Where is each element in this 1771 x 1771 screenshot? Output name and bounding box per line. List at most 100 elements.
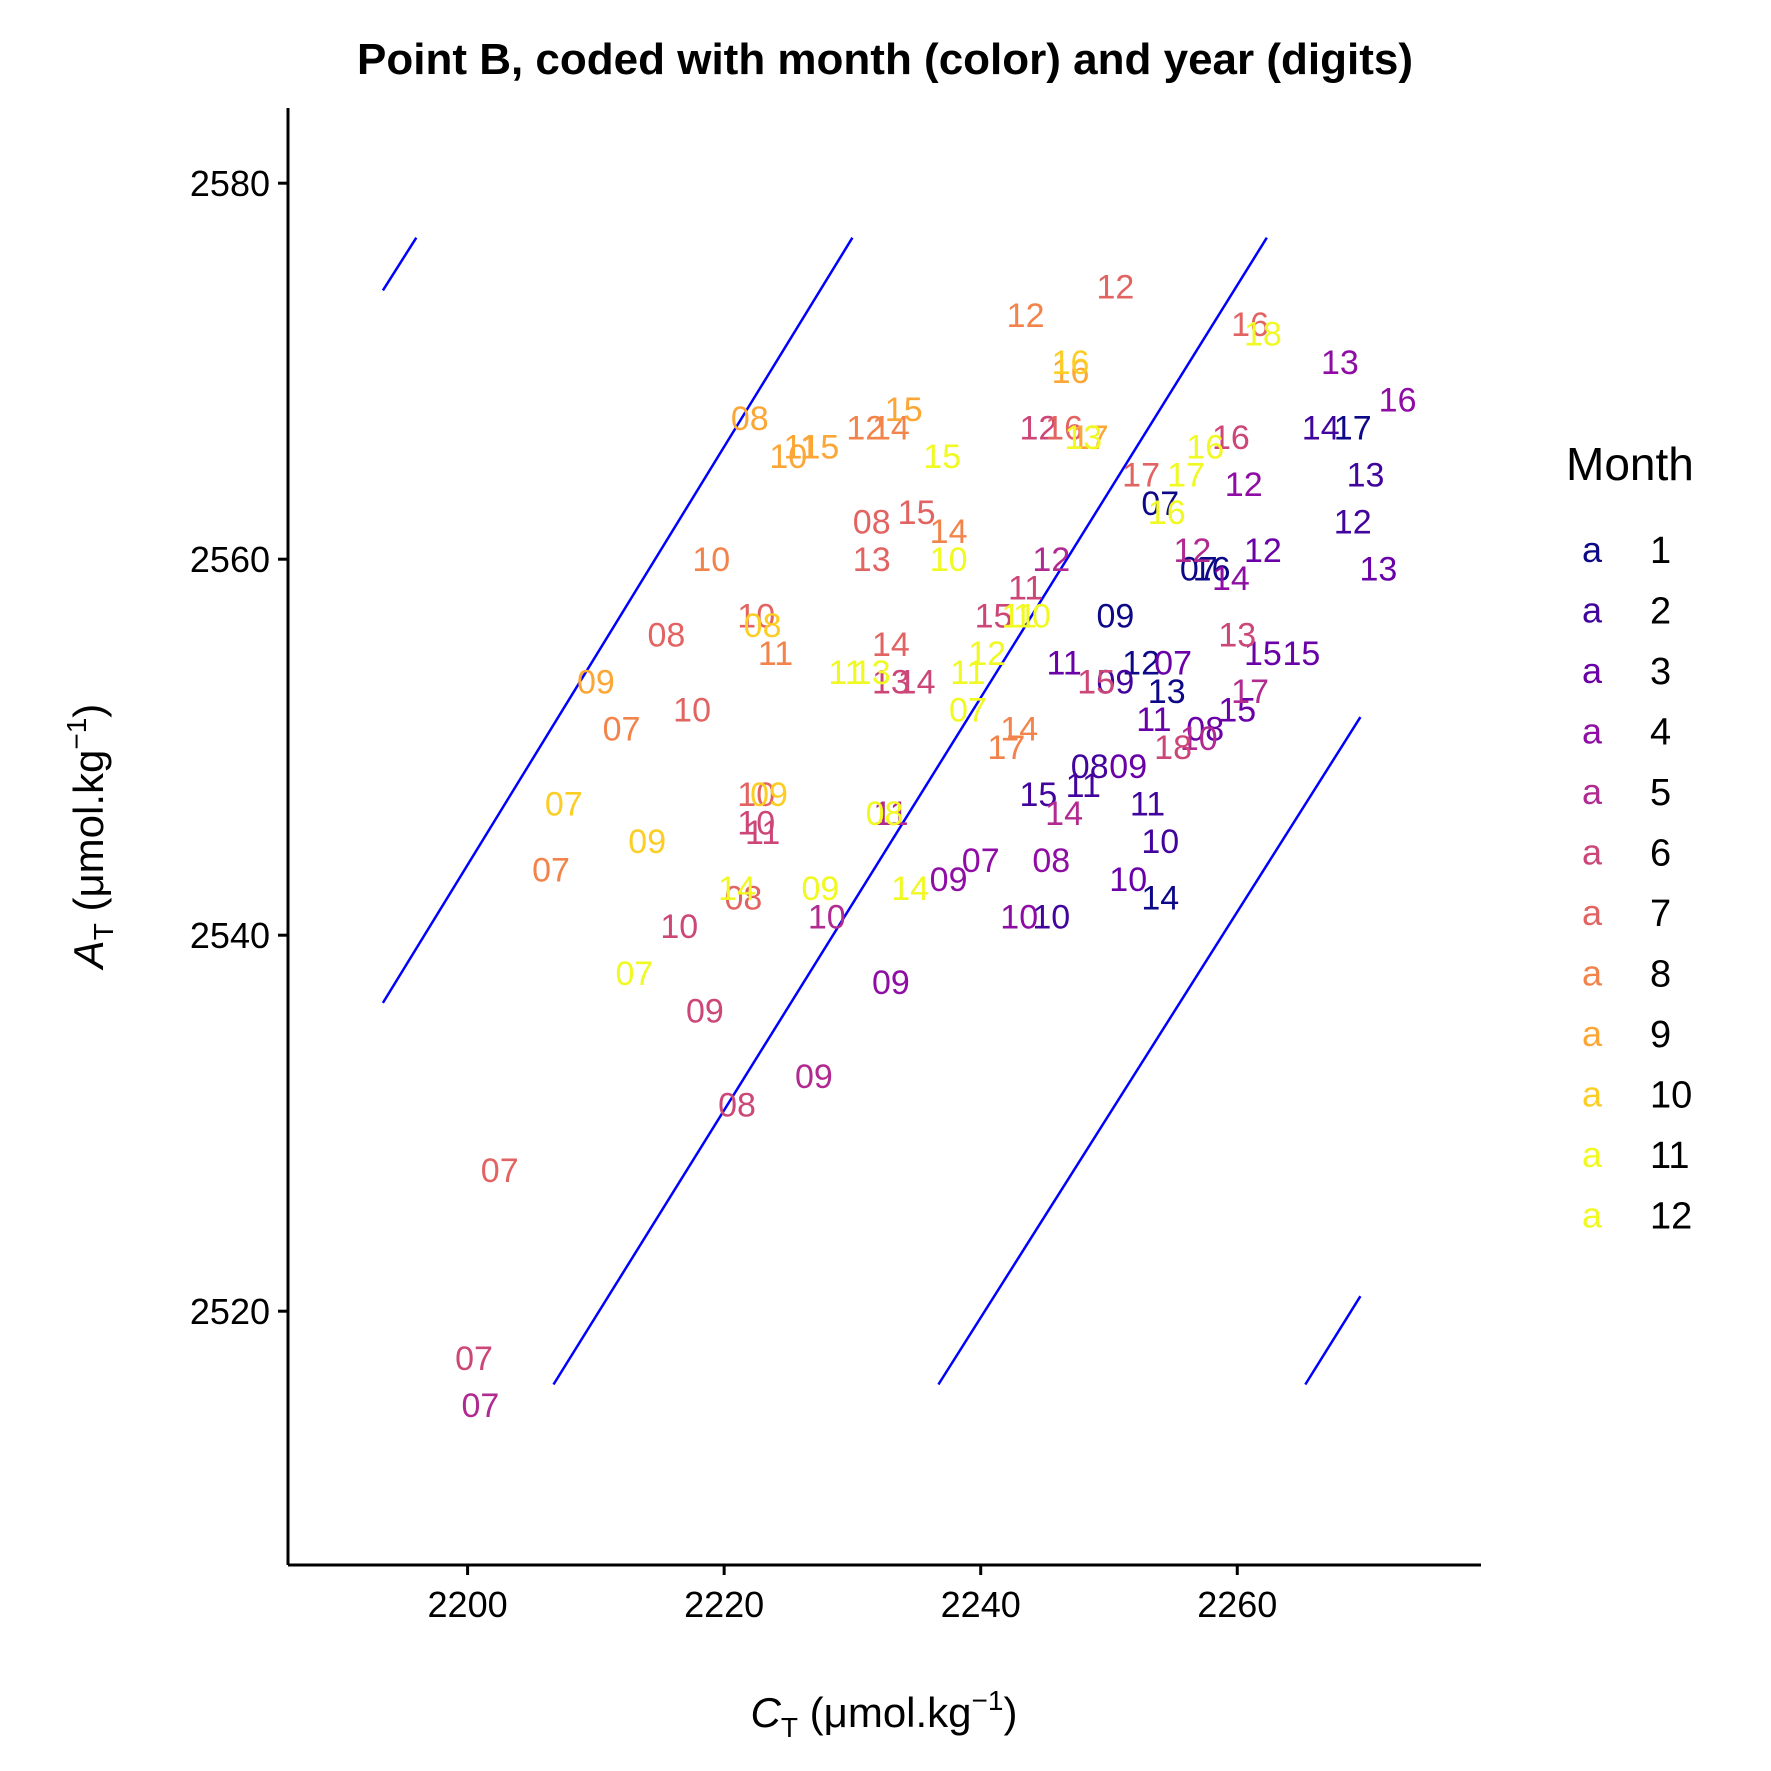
reference-line-2: [381, 237, 854, 1004]
data-point-label: 10: [660, 908, 698, 946]
data-point-label: 10: [737, 598, 775, 636]
data-point-label: 12: [1173, 532, 1211, 570]
data-point-label: 12: [1244, 532, 1282, 570]
legend-key-glyph: a: [1582, 1074, 1603, 1115]
data-point-label: 11: [1008, 569, 1043, 607]
data-point-label: 09: [577, 663, 615, 701]
legend-entry-label: 9: [1650, 1014, 1671, 1056]
y-tick-label: 2520: [190, 1291, 270, 1332]
y-axis-ticks: 2520 2540 2560 2580: [190, 163, 288, 1332]
data-point-label: 09: [930, 861, 968, 899]
reference-line-5: [1304, 1295, 1362, 1386]
data-point-label: 12: [1334, 504, 1372, 542]
data-point-label: 11: [783, 428, 818, 466]
data-point-label: 07: [1141, 485, 1179, 523]
legend-title: Month: [1566, 438, 1694, 490]
y-tick-label: 2560: [190, 539, 270, 580]
chart-title: Point B, coded with month (color) and ye…: [357, 35, 1413, 84]
data-point-label: 09: [1096, 663, 1134, 701]
legend-key-glyph: a: [1582, 953, 1603, 994]
data-point-label: 13: [1359, 551, 1397, 589]
data-point-label: 17: [1122, 457, 1160, 495]
legend-key-glyph: a: [1582, 711, 1603, 752]
data-point-label: 12: [968, 635, 1006, 673]
data-point-label: 12: [846, 410, 884, 448]
data-point-label: 15: [923, 438, 961, 476]
data-point-label: 13: [853, 541, 891, 579]
y-axis-title-symbol: A: [65, 940, 112, 971]
data-point-label: 16: [1148, 494, 1186, 532]
data-point-label: 10: [1141, 823, 1179, 861]
data-point-label: 07: [461, 1387, 499, 1425]
data-point-label: 11: [758, 635, 793, 673]
x-axis-title-unit-mu: μ: [824, 1689, 848, 1736]
data-point-label: 14: [898, 663, 936, 701]
data-point-label: 07: [615, 955, 653, 993]
y-axis-title-subscript: T: [88, 923, 119, 940]
data-point-label: 12: [1122, 645, 1160, 683]
data-point-label: 07: [603, 710, 641, 748]
legend-key-glyph: a: [1582, 1195, 1603, 1236]
data-point-label: 16: [1052, 353, 1090, 391]
data-point-label: 09: [686, 992, 724, 1030]
data-point-label: 13: [1321, 344, 1359, 382]
data-point-label: 08: [718, 1086, 756, 1124]
data-point-label: 09: [1096, 598, 1134, 636]
data-point-label: 10: [1109, 861, 1147, 899]
legend-key-glyph: a: [1582, 1013, 1603, 1054]
x-axis-title-unit-close: ): [1003, 1689, 1017, 1736]
legend-entry-label: 4: [1650, 712, 1671, 754]
data-point-label: 15: [975, 598, 1013, 636]
data-point-label: 11: [828, 654, 863, 692]
data-point-label: 09: [1109, 748, 1147, 786]
data-point-label: 09: [795, 1058, 833, 1096]
data-point-label: 15: [1244, 635, 1282, 673]
legend-entries: a 1 a 2 a 3 a 4 a 5 a 6 a 7 a 8 a 9 a 10 a 11 a 12: [1582, 529, 1692, 1238]
data-point-label: 14: [1000, 710, 1038, 748]
data-point-label: 16: [1193, 551, 1231, 589]
data-point-label: 10: [737, 776, 775, 814]
data-point-label: 17: [1167, 457, 1205, 495]
data-point-label: 11: [1136, 701, 1171, 739]
data-point-label: 07: [455, 1340, 493, 1378]
data-point-label: 10: [808, 898, 846, 936]
reference-line-3: [552, 237, 1268, 1386]
data-point-label: 13: [872, 663, 910, 701]
legend: Month a 1 a 2 a 3 a 4 a 5 a 6 a 7 a 8 a 9 a 10 a 11 a 12: [1566, 438, 1694, 1238]
legend-key-glyph: a: [1582, 832, 1603, 873]
data-point-label: 10: [737, 804, 775, 842]
data-point-label: 15: [1282, 635, 1320, 673]
data-point-label: 08: [744, 607, 782, 645]
data-point-label: 12: [1032, 541, 1070, 579]
y-axis-title-unit-open: (: [65, 898, 112, 924]
data-point-label: 10: [1032, 898, 1070, 936]
data-point-label: 16: [1231, 306, 1269, 344]
y-axis-title-unit-close: ): [65, 704, 112, 718]
legend-entry-label: 7: [1650, 893, 1671, 935]
legend-entry-label: 12: [1650, 1196, 1692, 1238]
x-tick-label: 2220: [684, 1584, 764, 1625]
data-point-label: 18: [1154, 729, 1192, 767]
data-point-label: 16: [1212, 419, 1250, 457]
data-point-label: 09: [801, 870, 839, 908]
data-point-label: 07: [962, 842, 1000, 880]
data-point-label: 11: [950, 654, 985, 692]
legend-key-glyph: a: [1582, 771, 1603, 812]
legend-entry-label: 11: [1650, 1135, 1689, 1177]
data-point-label: 08: [731, 400, 769, 438]
data-point-label: 12: [1007, 297, 1045, 335]
data-point-label: 07: [949, 692, 987, 730]
data-point-label: 07: [481, 1152, 519, 1190]
data-point-label: 17: [1231, 673, 1269, 711]
data-point-label: 10: [769, 438, 807, 476]
x-axis-title: CT (μmol.kg−1): [751, 1685, 1018, 1743]
data-point-label: 10: [1013, 598, 1051, 636]
data-point-label: 10: [930, 541, 968, 579]
data-point-label: 09: [872, 964, 910, 1002]
data-point-label: 13: [1218, 616, 1256, 654]
data-point-label: 10: [1180, 720, 1218, 758]
data-point-label: 14: [1212, 560, 1250, 598]
data-point-label: 08: [853, 504, 891, 542]
reference-line-1: [381, 237, 418, 292]
